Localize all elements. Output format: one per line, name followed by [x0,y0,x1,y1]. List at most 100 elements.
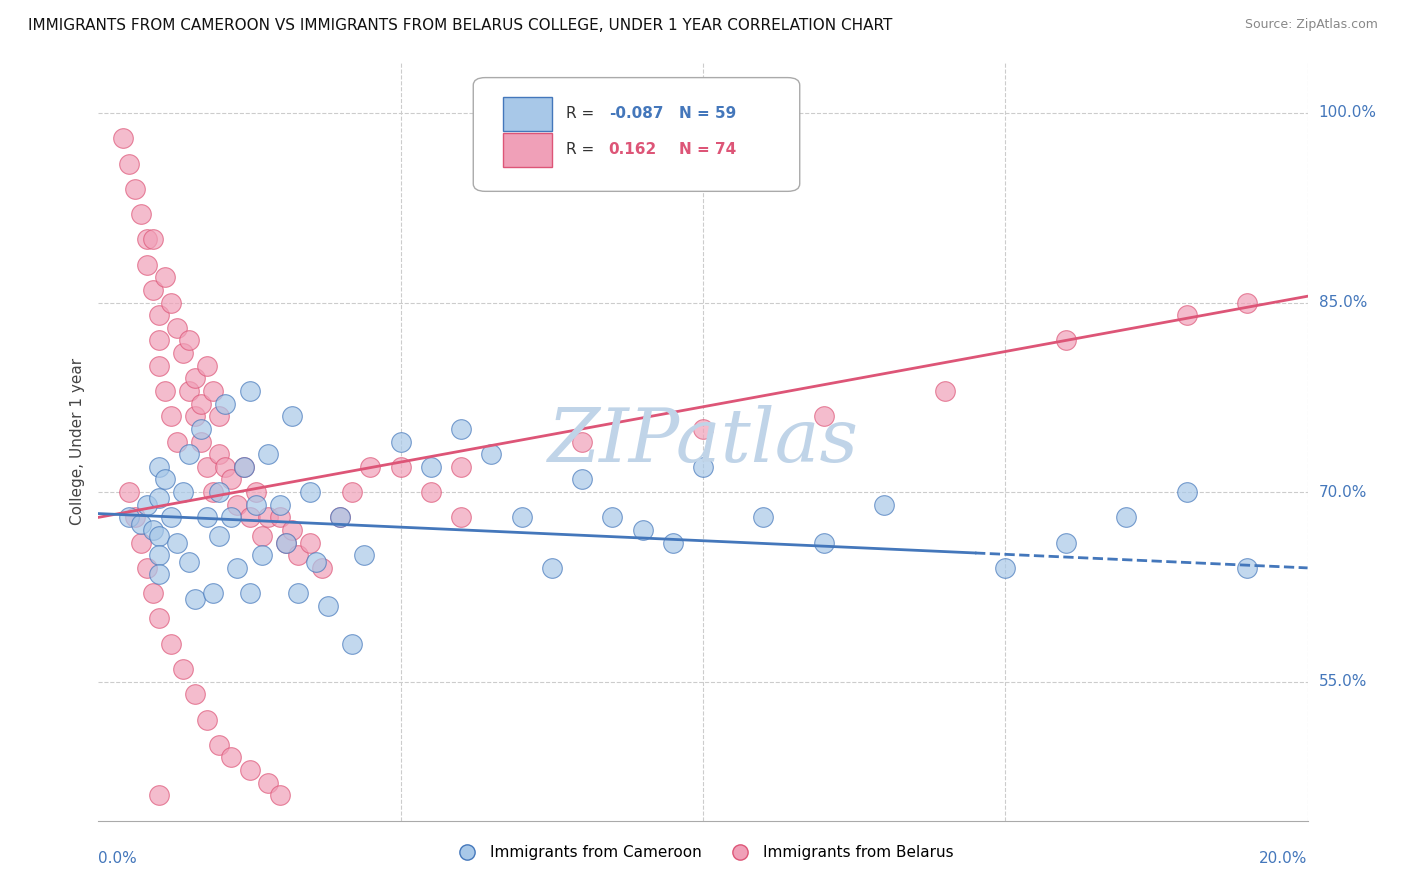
Y-axis label: College, Under 1 year: College, Under 1 year [69,358,84,525]
Text: N = 59: N = 59 [679,106,737,121]
Point [316,599,339,613]
Point [172,485,194,500]
Point [172,346,194,360]
Point [299,535,322,549]
Point [129,535,152,549]
Point [202,586,225,600]
Point [245,498,267,512]
Point [118,510,141,524]
Point [226,561,249,575]
Point [1054,334,1077,348]
Point [148,459,170,474]
Point [245,485,267,500]
Point [190,396,212,410]
Point [148,359,170,373]
Point [329,510,352,524]
Point [166,321,188,335]
Point [179,555,201,569]
Point [1175,308,1198,322]
Point [226,498,249,512]
Point [389,434,412,449]
Point [129,207,152,221]
Text: Source: ZipAtlas.com: Source: ZipAtlas.com [1244,18,1378,31]
Point [269,510,291,524]
Point [250,529,273,543]
Point [135,498,157,512]
Point [202,485,225,500]
Point [571,434,593,449]
Point [148,789,170,803]
Point [813,409,835,424]
Point [571,473,593,487]
Point [124,182,146,196]
Point [221,473,243,487]
Point [360,459,382,474]
Point [142,586,165,600]
Point [148,529,170,543]
Point [166,434,188,449]
Text: 100.0%: 100.0% [1319,105,1376,120]
Point [1054,535,1077,549]
Text: R =: R = [567,106,599,121]
Point [184,371,207,385]
Text: N = 74: N = 74 [679,142,737,157]
Point [1236,561,1258,575]
FancyBboxPatch shape [474,78,800,191]
Point [135,232,157,246]
Point [153,384,176,398]
Point [1115,510,1137,524]
Text: 55.0%: 55.0% [1319,674,1367,690]
Point [274,535,297,549]
Point [389,459,412,474]
Point [250,548,273,562]
Point [873,498,896,512]
Point [148,491,170,506]
Point [631,523,654,537]
Point [118,485,141,500]
Point [195,713,218,727]
Point [184,687,207,701]
FancyBboxPatch shape [503,97,551,131]
Point [148,567,170,582]
Point [142,523,165,537]
FancyBboxPatch shape [503,133,551,167]
Point [311,561,333,575]
Point [281,523,304,537]
Point [148,611,170,625]
Point [269,498,291,512]
Point [208,485,231,500]
Point [256,510,278,524]
Point [190,422,212,436]
Point [179,447,201,461]
Point [195,459,218,474]
Point [287,586,309,600]
Text: 70.0%: 70.0% [1319,484,1367,500]
Point [813,535,835,549]
Point [190,434,212,449]
Point [994,561,1017,575]
Point [481,447,503,461]
Text: IMMIGRANTS FROM CAMEROON VS IMMIGRANTS FROM BELARUS COLLEGE, UNDER 1 YEAR CORREL: IMMIGRANTS FROM CAMEROON VS IMMIGRANTS F… [28,18,893,33]
Point [256,776,278,790]
Point [221,510,243,524]
Point [450,422,472,436]
Point [305,555,328,569]
Point [329,510,352,524]
Point [232,459,254,474]
Point [142,232,165,246]
Point [148,334,170,348]
Point [934,384,956,398]
Point [450,510,472,524]
Text: 85.0%: 85.0% [1319,295,1367,310]
Point [129,516,152,531]
Point [692,422,714,436]
Point [214,459,236,474]
Point [420,485,443,500]
Point [281,409,304,424]
Point [208,529,231,543]
Point [752,510,775,524]
Point [160,637,183,651]
Text: R =: R = [567,142,599,157]
Point [692,459,714,474]
Point [179,334,201,348]
